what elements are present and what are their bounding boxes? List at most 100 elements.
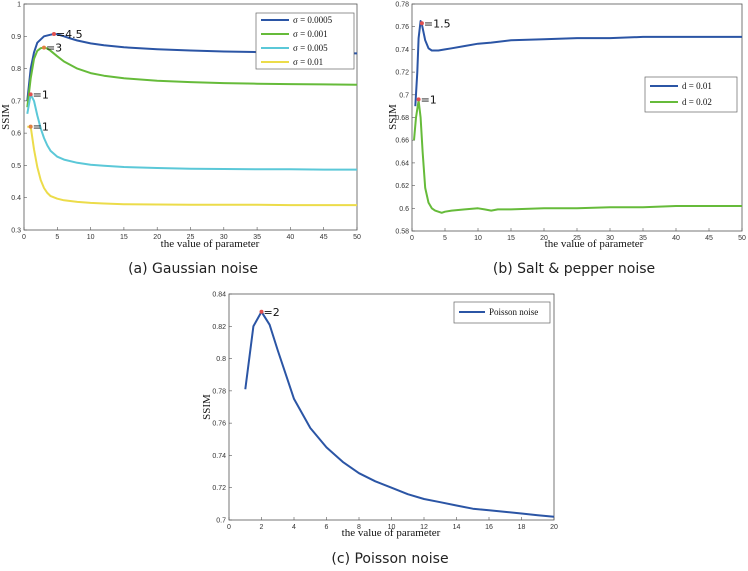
y-tick-label: 0.7	[216, 518, 226, 525]
x-tick-label: 2	[260, 524, 264, 531]
peak-marker	[51, 32, 56, 37]
y-tick-label: 0.74	[212, 453, 226, 460]
axis-ticks: 0 5 10 15 20 25 30 35 40 45 50 0.58 0.6 0.62 0.64 0.66 0…	[395, 2, 746, 243]
y-tick-label: 0.58	[395, 229, 409, 236]
series-line-3	[27, 125, 357, 207]
peak-annotation-label: =1	[33, 88, 49, 101]
y-tick-label: 0.8	[216, 356, 226, 363]
series-line-1	[26, 46, 358, 108]
x-tick-label: 50	[353, 234, 361, 241]
y-tick-label: 0.6	[399, 206, 409, 213]
series-group	[26, 33, 358, 207]
x-tick-label: 45	[320, 234, 328, 241]
legend-label-0: d = 0.01	[682, 81, 712, 91]
x-tick-label: 45	[705, 235, 713, 242]
x-tick-label: 14	[453, 524, 461, 531]
legend-box	[644, 76, 738, 113]
y-tick-label: 0.74	[395, 47, 409, 54]
peak-marker	[41, 45, 46, 50]
peak-marker	[416, 97, 421, 102]
x-tick-label: 20	[153, 234, 161, 241]
y-tick-label: 0.72	[212, 485, 226, 492]
x-tick-label: 18	[518, 524, 526, 531]
caption-a: (a) Gaussian noise	[128, 261, 258, 277]
panel-poisson-noise: 0 2 4 6 8 10 12 14 16 18 20 0.7 0.72 0.74 0.76 0.78 0.8 0…	[201, 292, 558, 568]
series-line-1	[413, 99, 742, 214]
x-tick-label: 4	[292, 524, 296, 531]
legend-label-3: σ = 0.01	[293, 57, 323, 67]
peak-marker	[259, 309, 264, 314]
peak-annotation-label: =1	[421, 93, 437, 106]
x-tick-label: 50	[738, 235, 746, 242]
axis-ticks: 0 2 4 6 8 10 12 14 16 18 20 0.7 0.72 0.74 0.76 0.78 0.8 0…	[212, 292, 558, 532]
y-tick-label: 0.78	[212, 388, 226, 395]
series-line-0	[26, 33, 358, 102]
y-tick-label: 0.3	[11, 228, 21, 235]
x-tick-label: 35	[253, 234, 261, 241]
peak-annotation-label: =3	[46, 42, 62, 55]
x-tick-label: 5	[443, 235, 447, 242]
y-tick-label: 0.72	[395, 70, 409, 77]
peak-annotation-label: =2	[264, 306, 280, 319]
legend-label-1: σ = 0.001	[293, 29, 328, 39]
plot-area	[228, 293, 555, 521]
y-tick-label: 0.76	[212, 421, 226, 428]
legend-label-0: Poisson noise	[489, 307, 538, 317]
x-tick-label: 15	[507, 235, 515, 242]
x-tick-label: 30	[606, 235, 614, 242]
x-tick-label: 0	[22, 234, 26, 241]
y-tick-label: 0.64	[395, 160, 409, 167]
x-tick-label: 20	[550, 524, 558, 531]
peak-annotation-label: =1.5	[424, 17, 451, 30]
legend-label-1: d = 0.02	[682, 97, 712, 107]
y-tick-label: 0.9	[11, 34, 21, 41]
y-tick-label: 0.7	[11, 98, 21, 105]
annotation-group: =1.5 =1	[416, 17, 451, 106]
axis-ticks: 0 5 10 15 20 25 30 35 40 45 50 0.3 0.4 0.5 0.6 0.7 0.8 0.…	[11, 2, 361, 242]
legend: σ = 0.0005 σ = 0.001 σ = 0.005 σ = 0.01	[255, 12, 355, 70]
y-tick-label: 0.66	[395, 138, 409, 145]
y-tick-label: 0.82	[212, 324, 226, 331]
x-tick-label: 0	[410, 235, 414, 242]
peak-annotation-label: =4.5	[56, 28, 83, 41]
y-axis-label: SSIM	[387, 104, 399, 130]
x-axis-label: the value of parameter	[342, 527, 441, 539]
peak-annotation-label: =1	[33, 121, 49, 134]
caption-b: (b) Salt & pepper noise	[493, 261, 655, 277]
x-axis-label: the value of parameter	[545, 238, 644, 250]
plot-area	[411, 3, 743, 232]
panel-salt-pepper-noise: 0 5 10 15 20 25 30 35 40 45 50 0.58 0.6 0.62 0.64 0.66 0…	[387, 2, 746, 278]
x-tick-label: 10	[474, 235, 482, 242]
x-tick-label: 35	[639, 235, 647, 242]
y-tick-label: 0.5	[11, 163, 21, 170]
y-tick-label: 1	[17, 2, 21, 9]
x-tick-label: 0	[227, 524, 231, 531]
series-line-0	[244, 310, 555, 518]
y-tick-label: 0.8	[11, 66, 21, 73]
legend-box	[453, 301, 551, 324]
series-line-2	[26, 93, 357, 171]
x-tick-label: 10	[87, 234, 95, 241]
x-tick-label: 8	[357, 524, 361, 531]
x-tick-label: 25	[187, 234, 195, 241]
x-tick-label: 30	[220, 234, 228, 241]
x-tick-label: 12	[420, 524, 428, 531]
y-axis-label: SSIM	[201, 394, 213, 420]
series-group	[244, 310, 555, 518]
x-tick-label: 15	[120, 234, 128, 241]
x-axis-label: the value of parameter	[161, 238, 260, 250]
x-tick-label: 6	[325, 524, 329, 531]
y-axis-label: SSIM	[0, 104, 12, 130]
y-tick-label: 0.7	[399, 92, 409, 99]
x-tick-label: 20	[540, 235, 548, 242]
x-tick-label: 25	[573, 235, 581, 242]
x-tick-label: 5	[55, 234, 59, 241]
peak-marker	[28, 124, 33, 129]
legend: Poisson noise	[453, 301, 551, 324]
y-tick-label: 0.84	[212, 292, 226, 299]
annotation-group: =4.5=3 =1 =1	[28, 28, 83, 134]
peak-marker	[28, 92, 33, 97]
y-tick-label: 0.6	[11, 131, 21, 138]
x-tick-label: 16	[485, 524, 493, 531]
